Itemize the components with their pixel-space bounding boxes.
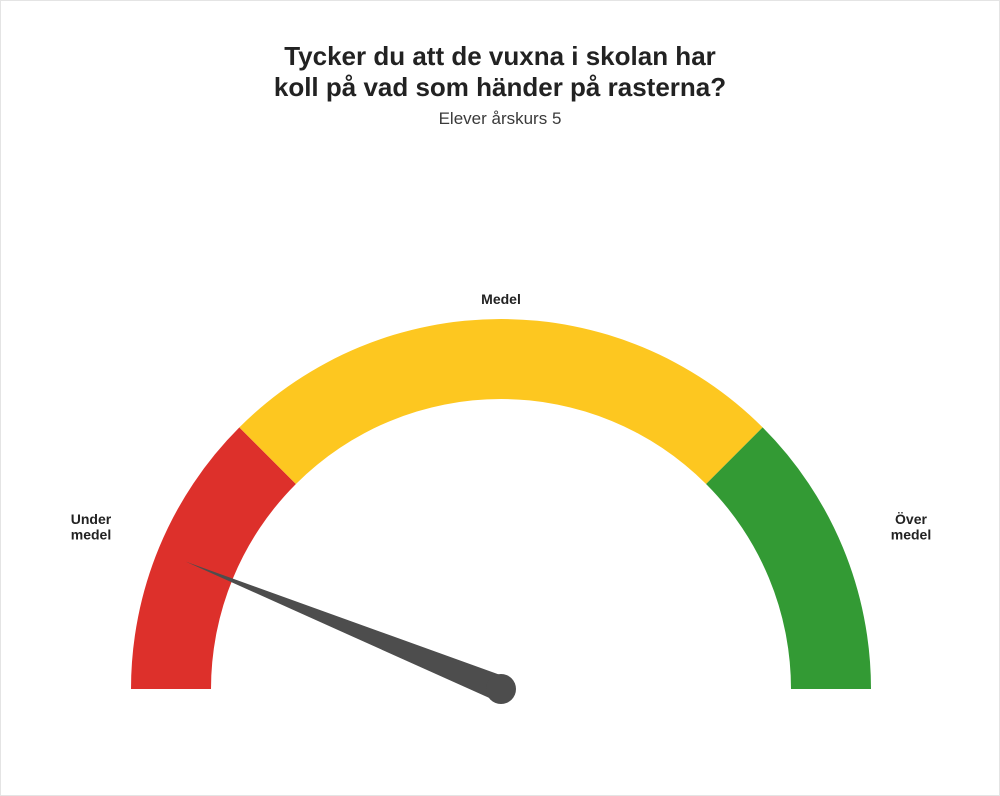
gauge-segment-label-2: Övermedel [891, 511, 931, 542]
gauge-segment-label-1: Medel [481, 291, 521, 307]
gauge-segment-2 [706, 427, 871, 689]
title-line-1: Tycker du att de vuxna i skolan har [1, 41, 999, 72]
gauge-segment-0 [131, 427, 296, 689]
chart-frame: Tycker du att de vuxna i skolan har koll… [0, 0, 1000, 796]
gauge-chart: Undermedel Medel Övermedel [1, 129, 1000, 769]
gauge-needle [186, 562, 506, 701]
title-line-2: koll på vad som händer på rasterna? [1, 72, 999, 103]
chart-subtitle: Elever årskurs 5 [1, 109, 999, 129]
gauge-hub [486, 674, 516, 704]
gauge-wrap: Undermedel Medel Övermedel [1, 129, 999, 769]
gauge-segment-label-0: Undermedel [71, 511, 112, 542]
gauge-segment-1 [239, 319, 762, 484]
title-block: Tycker du att de vuxna i skolan har koll… [1, 41, 999, 129]
